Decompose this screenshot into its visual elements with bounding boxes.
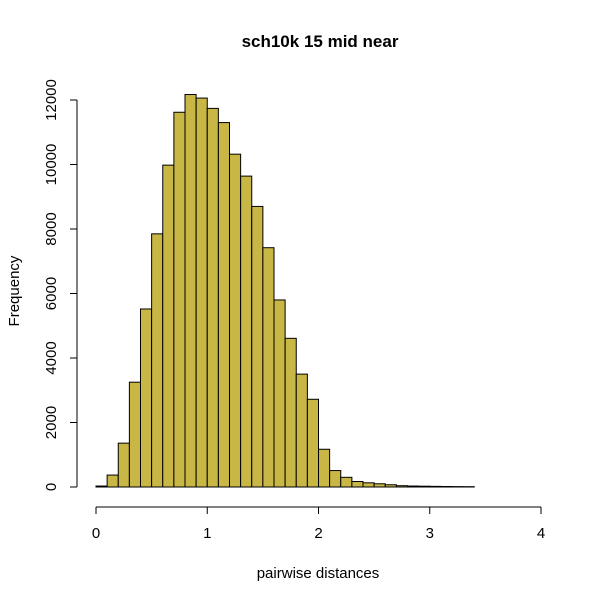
- x-tick-label: 4: [537, 525, 545, 542]
- histogram-bar: [140, 308, 153, 488]
- histogram-bars: [95, 94, 475, 488]
- histogram-bar: [295, 373, 308, 488]
- histogram-bar: [217, 122, 230, 488]
- y-axis-label: Frequency: [6, 255, 23, 326]
- histogram-bar: [184, 94, 197, 488]
- histogram-bar: [329, 470, 342, 488]
- y-tick-label: 4000: [43, 341, 60, 374]
- histogram-bar: [106, 474, 119, 488]
- y-tick-label: 0: [43, 483, 60, 491]
- histogram-bar: [162, 164, 175, 488]
- histogram-bar: [229, 153, 242, 488]
- histogram-bar: [173, 111, 186, 488]
- histogram-bar: [284, 337, 297, 488]
- histogram-bar: [373, 483, 386, 488]
- histogram-bar: [407, 485, 420, 488]
- y-tick-label: 8000: [43, 212, 60, 245]
- x-axis-label: pairwise distances: [257, 565, 380, 582]
- histogram-bar: [128, 381, 141, 488]
- y-axis: 0 2000 4000 6000 8000 10000 12000: [43, 79, 78, 491]
- x-tick-label: 0: [92, 525, 100, 542]
- histogram-bar: [384, 484, 397, 488]
- histogram-bar: [251, 205, 264, 488]
- x-tick-label: 1: [203, 525, 211, 542]
- y-tick-label: 6000: [43, 277, 60, 310]
- histogram-bar: [95, 485, 108, 488]
- histogram-bar: [117, 442, 130, 488]
- histogram-bar: [151, 233, 164, 488]
- chart-title: sch10k 15 mid near: [242, 32, 399, 51]
- histogram-bar: [429, 485, 442, 488]
- histogram-bar: [318, 448, 331, 488]
- x-tick-label: 3: [426, 525, 434, 542]
- histogram-bar: [306, 398, 319, 488]
- x-tick-label: 2: [314, 525, 322, 542]
- histogram-bar: [262, 247, 275, 488]
- y-tick-label: 12000: [43, 79, 60, 121]
- histogram-bar: [418, 485, 431, 488]
- histogram-bar: [362, 482, 375, 488]
- histogram-bar: [240, 175, 253, 488]
- histogram-bar: [273, 299, 286, 488]
- y-tick-label: 10000: [43, 144, 60, 186]
- y-tick-label: 2000: [43, 406, 60, 439]
- histogram-bar: [395, 485, 408, 488]
- histogram-bar: [195, 97, 208, 488]
- x-axis: 0 1 2 3 4: [92, 506, 545, 542]
- histogram-bar: [206, 107, 219, 488]
- histogram-bar: [340, 476, 353, 488]
- histogram-bar: [351, 481, 364, 488]
